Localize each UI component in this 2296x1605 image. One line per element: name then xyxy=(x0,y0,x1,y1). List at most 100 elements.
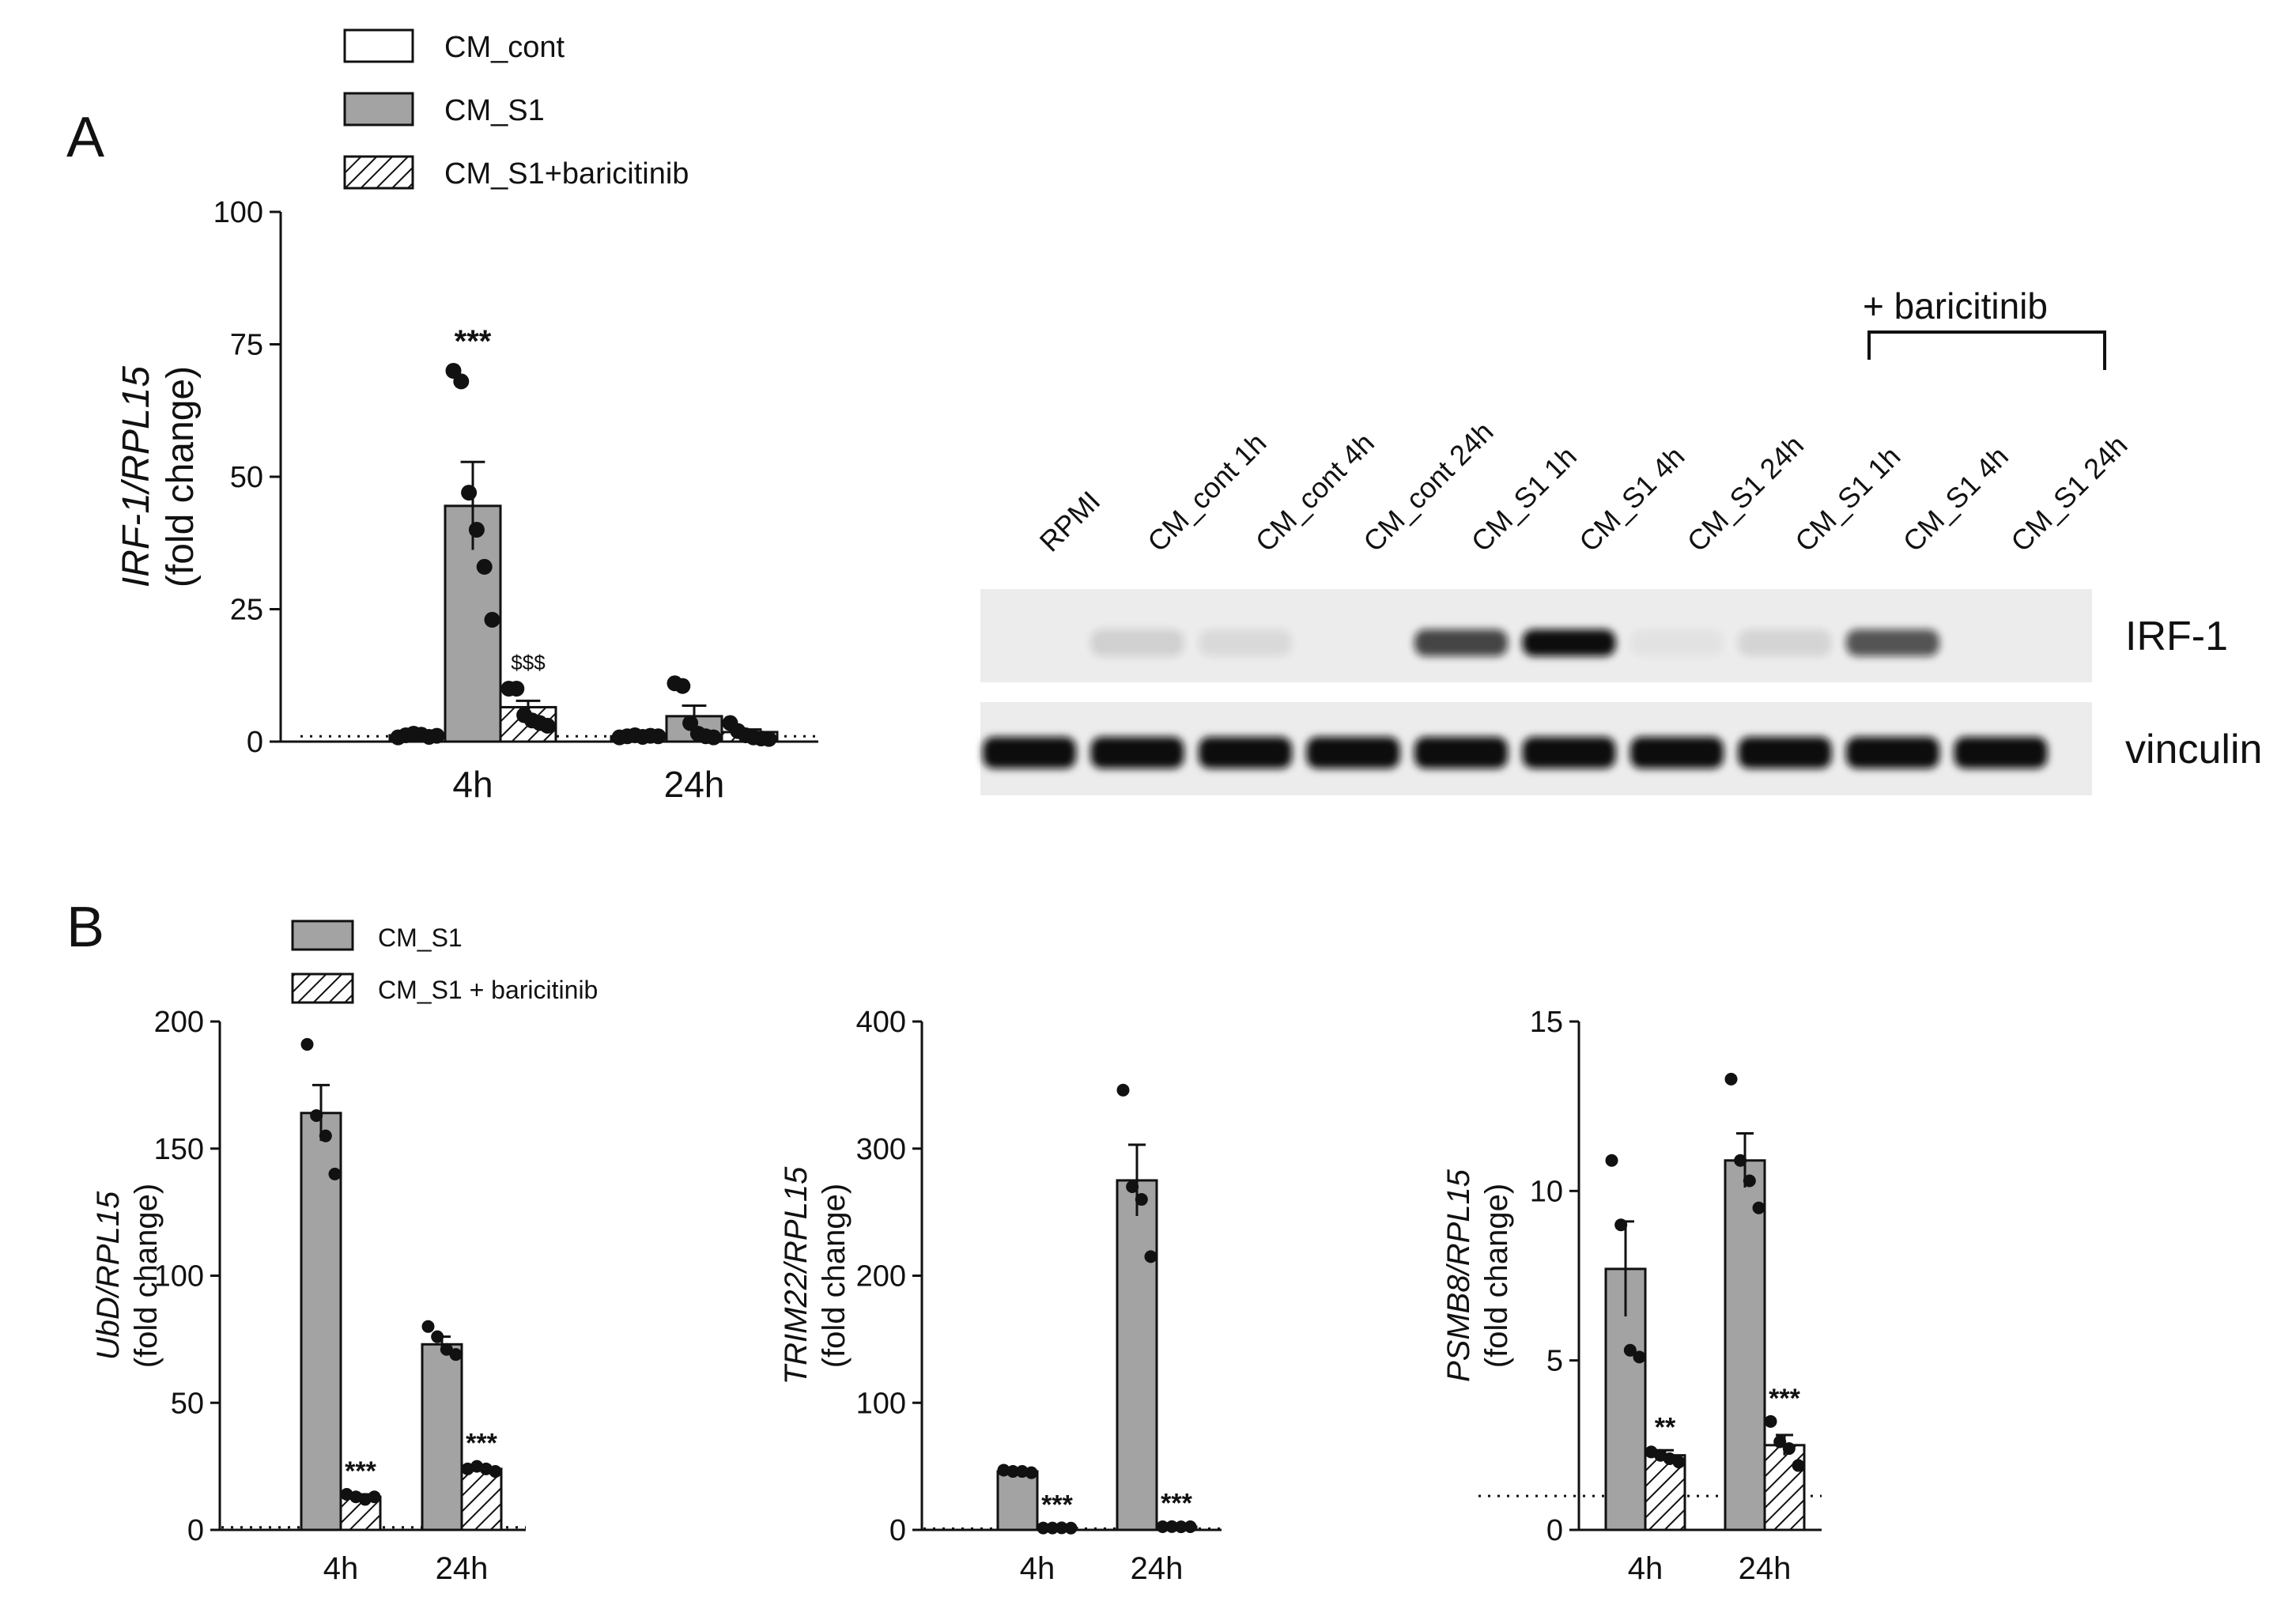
significance-annotation: $$$ xyxy=(511,651,546,674)
data-point xyxy=(650,728,667,745)
data-point xyxy=(761,731,777,747)
blot-band xyxy=(1306,737,1400,769)
data-point xyxy=(1623,1343,1637,1357)
y-tick-label: 0 xyxy=(889,1514,906,1547)
data-point xyxy=(310,1108,323,1122)
legend-b-item-cm-s1-baricitinib: CM_S1 + baricitinib xyxy=(291,972,598,1004)
panel-a-label: A xyxy=(66,106,104,169)
y-axis-label: UbD/RPL15 (fold change) xyxy=(91,1184,164,1368)
blot-band xyxy=(1630,737,1724,769)
y-tick-label: 0 xyxy=(187,1514,204,1547)
blot-rows: IRF-1 vinculin xyxy=(980,589,2262,795)
blot-band xyxy=(1522,629,1616,656)
legend-b-label-2: CM_S1 + baricitinib xyxy=(378,976,598,1004)
data-point xyxy=(705,729,722,746)
bar-cm-s1-4h xyxy=(996,1470,1039,1531)
y-tick-label: 5 xyxy=(1546,1345,1563,1378)
legend-swatch-open xyxy=(343,28,414,63)
panel-b-label: B xyxy=(66,896,104,959)
y-tick-label: 200 xyxy=(154,1006,204,1039)
x-tick-label: 24h xyxy=(1131,1551,1184,1586)
bar-cm-s1-24h xyxy=(1724,1159,1766,1531)
y-tick-label: 10 xyxy=(1530,1175,1563,1208)
x-tick-label: 4h xyxy=(323,1551,359,1586)
blot-row-vinculin: vinculin xyxy=(980,702,2262,795)
y-axis-label-gene: TRIM22/RPL15 xyxy=(779,1166,814,1384)
legend-swatch-grey xyxy=(343,92,414,127)
data-point xyxy=(319,1129,332,1142)
blot-band xyxy=(1090,629,1184,656)
legend-a-label-2: CM_S1 xyxy=(444,94,545,127)
data-point xyxy=(1782,1442,1796,1456)
data-point xyxy=(429,727,445,744)
chart-ubd: 0 50 100 150 200 UbD/RPL15 (fold change) 4h 24h *… xyxy=(91,1006,526,1586)
blot-band xyxy=(1414,629,1508,656)
data-point xyxy=(1015,1465,1029,1478)
y-tick-label: 400 xyxy=(856,1006,906,1039)
legend-b-label-1: CM_S1 xyxy=(378,923,463,952)
y-tick-label: 50 xyxy=(230,461,263,494)
x-tick-label: 24h xyxy=(1739,1551,1792,1586)
legend-b: CM_S1 CM_S1 + baricitinib xyxy=(291,920,598,1004)
data-point xyxy=(1037,1521,1050,1535)
y-tick-label: 300 xyxy=(856,1133,906,1166)
y-axis-label: IRF-1/RPL15(fold change) xyxy=(115,366,202,587)
bracket-label: + baricitinib xyxy=(1863,285,2048,327)
blot-band xyxy=(1522,737,1616,769)
data-point xyxy=(1743,1174,1756,1188)
data-point xyxy=(1025,1466,1038,1479)
y-tick-label: 100 xyxy=(213,196,263,229)
data-point xyxy=(431,1330,444,1343)
data-point xyxy=(1135,1193,1148,1207)
legend-a-label-1: CM_cont xyxy=(444,31,565,64)
x-tick-label: 24h xyxy=(664,764,725,805)
data-point xyxy=(1165,1520,1179,1533)
significance-annotation: ** xyxy=(1655,1412,1676,1442)
y-axis-label-unit: (fold change) xyxy=(1479,1184,1514,1368)
bar-cm-s1-baricitinib-24h xyxy=(460,1467,503,1531)
y-tick-label: 200 xyxy=(856,1260,906,1293)
data-point xyxy=(484,611,500,628)
y-axis-label-unit: (fold change) xyxy=(160,366,202,587)
y-axis-label: PSMB8/RPL15 (fold change) xyxy=(1441,1169,1514,1382)
blot-band xyxy=(983,737,1076,769)
y-axis-label: TRIM22/RPL15 (fold change) xyxy=(779,1166,852,1384)
blot-band xyxy=(1414,737,1508,769)
significance-annotation: *** xyxy=(466,1429,497,1459)
significance-annotation: *** xyxy=(455,324,492,359)
y-axis-label-gene: UbD/RPL15 xyxy=(91,1191,126,1360)
lane-label-6: CM_S1 4h xyxy=(1573,440,1690,557)
data-point xyxy=(539,717,556,734)
lane-label-10: CM_S1 24h xyxy=(2004,429,2133,557)
bar-cm-s1-baricitinib-24h xyxy=(1763,1444,1806,1531)
baricitinib-bracket xyxy=(1867,330,2106,370)
y-tick-label: 15 xyxy=(1530,1006,1563,1039)
blot-band xyxy=(1738,629,1832,656)
x-tick-label: 4h xyxy=(1020,1551,1055,1586)
data-point xyxy=(1792,1459,1805,1472)
data-point xyxy=(468,522,485,538)
data-point xyxy=(328,1167,342,1180)
y-tick-label: 0 xyxy=(1546,1514,1563,1547)
blot-band xyxy=(1090,737,1184,769)
legend-a: CM_cont CM_S1 CM_S1+baricitinib xyxy=(343,28,689,191)
bar-cm-s1-24h xyxy=(421,1343,463,1531)
data-point xyxy=(1156,1520,1169,1533)
data-point xyxy=(1633,1350,1646,1364)
legend-a-item-cm-s1-baricitinib: CM_S1+baricitinib xyxy=(343,155,689,191)
y-tick-label: 75 xyxy=(230,329,263,362)
data-point xyxy=(1046,1521,1059,1535)
x-tick-label: 4h xyxy=(1628,1551,1663,1586)
y-axis-label-gene: IRF-1/RPL15 xyxy=(115,366,157,587)
data-point xyxy=(1064,1521,1078,1535)
data-point xyxy=(997,1463,1010,1477)
bar-cm-s1-24h xyxy=(1116,1179,1158,1531)
legend-swatch-hatched xyxy=(343,155,414,190)
blot-row-label: IRF-1 xyxy=(2125,614,2228,659)
legend-a-item-cm-s1: CM_S1 xyxy=(343,92,545,127)
significance-annotation: *** xyxy=(345,1456,376,1486)
